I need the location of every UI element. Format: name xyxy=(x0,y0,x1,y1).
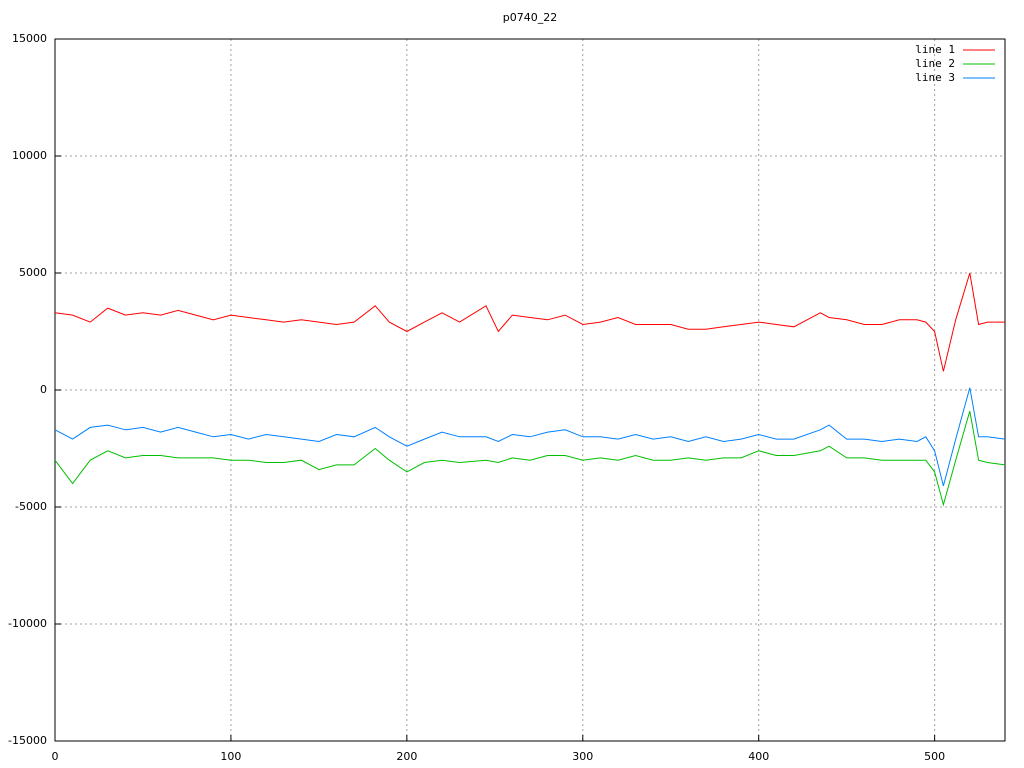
series-line xyxy=(54,387,1006,487)
y-tick-label: -10000 xyxy=(8,617,47,630)
x-tick-label: 300 xyxy=(572,750,593,763)
legend-label: line 2 xyxy=(915,57,955,70)
series-line xyxy=(54,272,1005,372)
y-tick-label: 15000 xyxy=(12,32,47,45)
y-tick-label: 0 xyxy=(40,383,47,396)
y-tick-label: -15000 xyxy=(8,734,47,747)
x-tick-label: 100 xyxy=(220,750,241,763)
x-tick-label: 0 xyxy=(52,750,59,763)
legend-label: line 1 xyxy=(915,43,955,56)
x-tick-label: 400 xyxy=(748,750,769,763)
legend-label: line 3 xyxy=(915,71,955,84)
y-tick-label: 10000 xyxy=(12,149,47,162)
series-line xyxy=(54,410,1006,507)
x-tick-label: 500 xyxy=(924,750,945,763)
chart-title: p0740_22 xyxy=(503,11,557,24)
plot-frame xyxy=(54,38,1006,742)
y-tick-label: 5000 xyxy=(19,266,47,279)
y-tick-label: -5000 xyxy=(15,500,47,513)
x-tick-label: 200 xyxy=(396,750,417,763)
